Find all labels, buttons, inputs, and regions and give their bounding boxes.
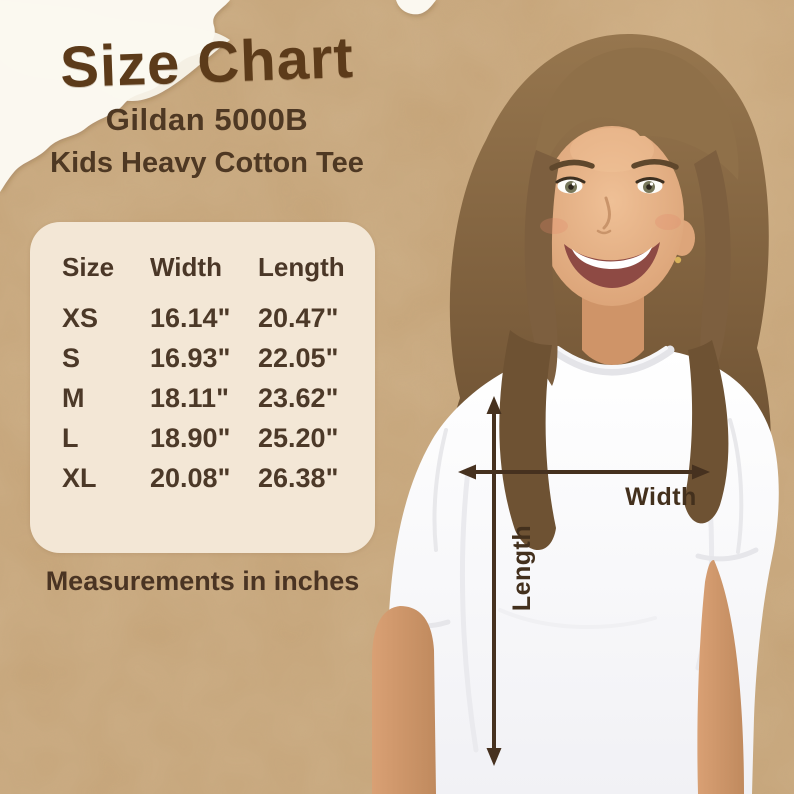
- cell-width: 16.14": [150, 302, 231, 333]
- collar: [549, 345, 675, 376]
- cell-length: 25.20": [258, 422, 339, 453]
- cell-width: 18.90": [150, 422, 231, 453]
- cell-length: 23.62": [258, 382, 339, 413]
- cell-size: S: [62, 342, 81, 373]
- header-length: Length: [258, 251, 345, 282]
- table-row-xs: XS 16.14" 20.47": [62, 298, 375, 338]
- size-table-header: Size Width Length: [62, 249, 375, 285]
- t-shirt: [386, 350, 779, 794]
- cell-width: 16.93": [150, 342, 231, 373]
- cell-width: 20.08": [150, 462, 231, 493]
- cell-size: L: [62, 422, 79, 453]
- left-arm: [372, 606, 436, 794]
- right-arm: [697, 560, 744, 794]
- blush: [540, 214, 681, 234]
- size-table-panel: Size Width Length XS 16.14" 20.47" S 16.…: [30, 222, 375, 553]
- eyes: [555, 176, 665, 194]
- product-name: Gildan 5000B: [105, 102, 309, 137]
- page-title: Size Chart: [59, 24, 355, 101]
- hair-strand-right: [694, 150, 731, 392]
- cell-size: XS: [62, 302, 99, 333]
- nose: [596, 196, 612, 235]
- hair-front: [535, 47, 739, 187]
- hair-strand-left: [524, 150, 560, 386]
- forehead-highlight: [570, 128, 654, 172]
- model-photo-illustration: [372, 34, 779, 794]
- cell-size: M: [62, 382, 85, 413]
- length-arrow-label: Length: [508, 524, 536, 612]
- torn-paper-corner: [0, 0, 436, 192]
- cell-length: 20.47": [258, 302, 339, 333]
- length-arrow: [486, 396, 502, 766]
- smile: [564, 242, 660, 288]
- measurement-arrows: [458, 396, 710, 766]
- hair-lock-left: [499, 330, 556, 551]
- header-width: Width: [150, 251, 222, 282]
- width-arrow: [458, 464, 710, 480]
- header: Size Chart Gildan 5000B Kids Heavy Cotto…: [12, 25, 402, 180]
- eyebrows: [549, 159, 679, 171]
- earring: [674, 256, 682, 264]
- cell-length: 26.38": [258, 462, 339, 493]
- product-type: Kids Heavy Cotton Tee: [50, 147, 364, 179]
- measurements-note: Measurements in inches: [45, 566, 360, 596]
- table-row-s: S 16.93" 22.05": [62, 338, 375, 378]
- cell-width: 18.11": [150, 382, 229, 413]
- cell-size: XL: [62, 462, 97, 493]
- table-row-l: L 18.90" 25.20": [62, 418, 375, 458]
- table-row-m: M 18.11" 23.62": [62, 378, 375, 418]
- collar-highlight: [556, 346, 668, 369]
- table-row-xl: XL 20.08" 26.38": [62, 458, 375, 498]
- cell-length: 22.05": [258, 342, 339, 373]
- header-size: Size: [62, 251, 115, 282]
- width-arrow-label: Width: [625, 483, 697, 511]
